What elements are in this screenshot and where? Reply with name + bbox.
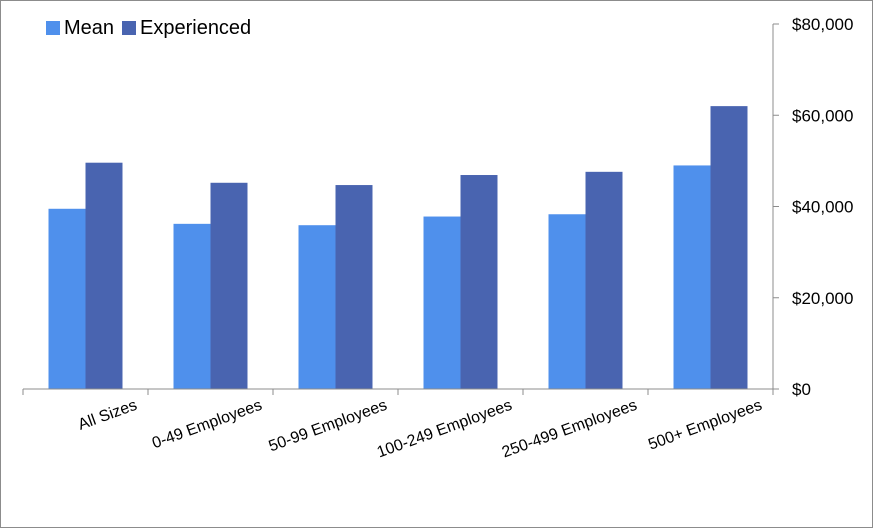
bar-mean-2	[298, 225, 336, 389]
bar-mean-3	[423, 216, 461, 389]
y-tick-label-4: $80,000	[792, 15, 853, 34]
y-axis-ticks: $0 $20,000 $40,000 $60,000 $80,000	[773, 15, 853, 399]
x-category-label-0: All Sizes	[76, 397, 139, 434]
x-category-label-5: 500+ Employees	[646, 397, 764, 454]
bar-experienced-5	[710, 106, 748, 389]
bar-experienced-0	[85, 162, 123, 389]
bar-experienced-1	[210, 182, 248, 389]
legend: Mean Experienced	[46, 17, 251, 39]
legend-label-mean: Mean	[64, 17, 114, 39]
bar-experienced-2	[335, 185, 373, 389]
axes-group	[22, 24, 774, 395]
x-category-label-2: 50-99 Employees	[267, 397, 390, 456]
legend-swatch-mean	[46, 21, 60, 35]
x-axis-labels: All Sizes 0-49 Employees 50-99 Employees10…	[76, 397, 764, 462]
x-category-label-3: 100-249 Employees	[375, 397, 515, 462]
y-tick-label-1: $20,000	[792, 289, 853, 308]
bar-mean-1	[173, 223, 211, 389]
bar-mean-0	[48, 208, 86, 389]
bar-mean-4	[548, 214, 586, 389]
x-category-label-1: 0-49 Employees	[150, 397, 264, 453]
bar-experienced-4	[585, 171, 623, 389]
legend-swatch-experienced	[122, 21, 136, 35]
y-tick-label-0: $0	[792, 380, 811, 399]
bar-mean-5	[673, 165, 711, 389]
bars-group	[48, 106, 748, 389]
y-tick-label-2: $40,000	[792, 198, 853, 217]
bar-experienced-3	[460, 175, 498, 389]
legend-label-experienced: Experienced	[140, 17, 251, 39]
y-tick-label-3: $60,000	[792, 106, 853, 125]
x-category-label-4: 250-499 Employees	[500, 397, 640, 462]
